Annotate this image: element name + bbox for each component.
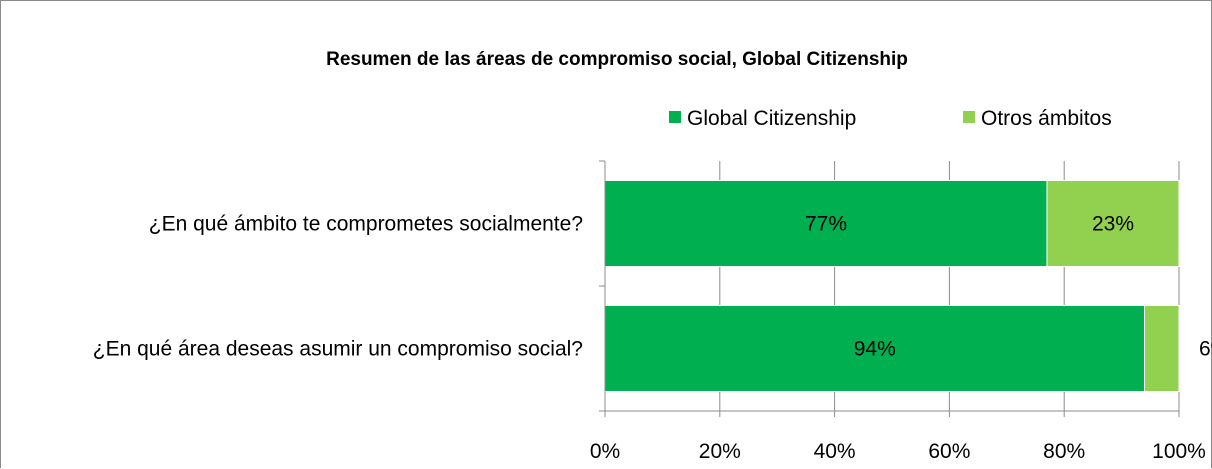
data-label: 23%: [1092, 213, 1134, 236]
category-label: ¿En qué ámbito te comprometes socialment…: [149, 213, 583, 236]
bar-segment: [1046, 180, 1180, 267]
x-tick-label: 60%: [928, 440, 970, 463]
bar-segment: [604, 305, 1146, 392]
legend-label: Global Citizenship: [687, 107, 856, 130]
bar-segment: [1144, 305, 1180, 392]
labels: 0% 20% 40% 60% 80% 100% 77% 23% ¿En qué ámbito t…: [93, 213, 1212, 464]
data-label: 6%: [1199, 338, 1212, 361]
legend-swatch: [963, 111, 975, 123]
legend-label: Otros ámbitos: [981, 107, 1112, 130]
category-label: ¿En qué área deseas asumir un compromiso…: [93, 338, 583, 361]
data-label: 77%: [805, 213, 847, 236]
x-tick-label: 40%: [814, 440, 856, 463]
bars: [604, 180, 1180, 392]
legend: Global Citizenship Otros ámbitos: [669, 107, 1112, 130]
x-tick-label: 0%: [590, 440, 620, 463]
legend-swatch: [669, 111, 681, 123]
axes: [599, 160, 1180, 417]
data-label: 94%: [854, 338, 896, 361]
x-tick-label: 80%: [1043, 440, 1085, 463]
x-tick-label: 100%: [1152, 440, 1206, 463]
chart-title: Resumen de las áreas de compromiso socia…: [326, 49, 908, 70]
x-tick-label: 20%: [699, 440, 741, 463]
bar-segment: [604, 180, 1048, 267]
